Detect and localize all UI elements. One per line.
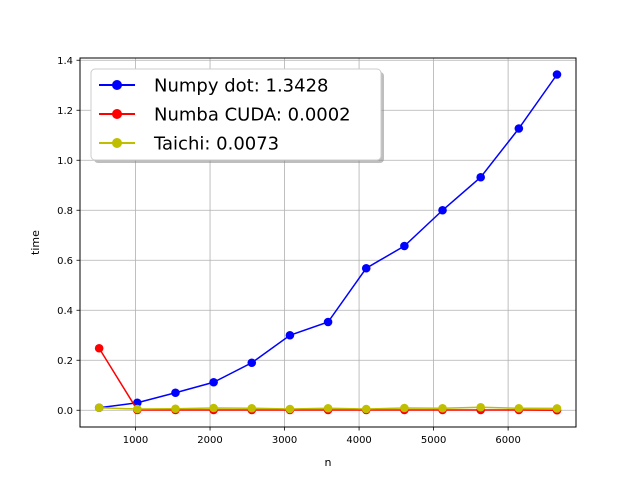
- data-point: [361, 263, 371, 273]
- x-tick-label: 3000: [272, 435, 297, 446]
- data-point: [552, 404, 562, 413]
- data-point: [438, 403, 447, 413]
- y-tick-label: 0.4: [57, 306, 73, 317]
- data-point: [133, 398, 142, 408]
- legend-label: Numpy dot: 1.3428: [154, 76, 328, 97]
- x-tick-label: 5000: [421, 435, 446, 446]
- legend-label: Numba CUDA: 0.0002: [154, 105, 351, 126]
- y-tick-label: 0.0: [57, 406, 73, 417]
- data-point: [94, 343, 104, 353]
- data-point: [400, 241, 409, 251]
- x-tick-label: 4000: [346, 435, 371, 446]
- legend-marker: [112, 138, 122, 148]
- data-point: [209, 403, 218, 413]
- data-point: [514, 403, 524, 413]
- y-tick-label: 0.8: [57, 206, 73, 217]
- data-point: [133, 404, 142, 414]
- data-point: [323, 403, 333, 413]
- data-point: [476, 172, 485, 182]
- data-point: [171, 404, 180, 414]
- data-point: [476, 402, 485, 412]
- legend-marker: [112, 109, 122, 119]
- data-point: [285, 404, 295, 414]
- x-axis-label: n: [325, 456, 332, 469]
- legend-marker: [112, 80, 122, 90]
- x-tick-label: 6000: [495, 435, 520, 446]
- y-axis-label: time: [29, 230, 42, 255]
- data-point: [438, 205, 447, 215]
- data-point: [514, 124, 524, 133]
- ticks: 1000 2000 3000 4000 5000 6000 0.0 0.2 0.4 0.6 0.8 1…: [57, 56, 521, 446]
- data-point: [171, 388, 180, 398]
- legend-box: [90, 68, 382, 161]
- legend-label: Taichi: 0.0073: [153, 134, 279, 155]
- data-point: [361, 404, 371, 414]
- data-point: [285, 330, 295, 340]
- y-tick-label: 0.2: [57, 356, 73, 367]
- x-tick-label: 1000: [123, 435, 148, 446]
- data-point: [552, 70, 562, 79]
- data-point: [247, 403, 257, 413]
- data-point: [323, 317, 333, 327]
- data-point: [247, 358, 257, 368]
- y-tick-label: 1.2: [57, 106, 73, 117]
- plot-frame: [79, 57, 577, 428]
- y-tick-label: 1.4: [57, 56, 73, 67]
- data-point: [209, 377, 218, 387]
- data-point: [400, 403, 409, 413]
- x-tick-label: 2000: [197, 435, 222, 446]
- y-tick-label: 1.0: [57, 156, 73, 167]
- y-tick-label: 0.6: [57, 256, 73, 267]
- legend: Numpy dot: 1.3428 Numba CUDA: 0.0002 Taich…: [90, 68, 384, 163]
- series-layer: [94, 70, 562, 415]
- data-point: [94, 403, 104, 413]
